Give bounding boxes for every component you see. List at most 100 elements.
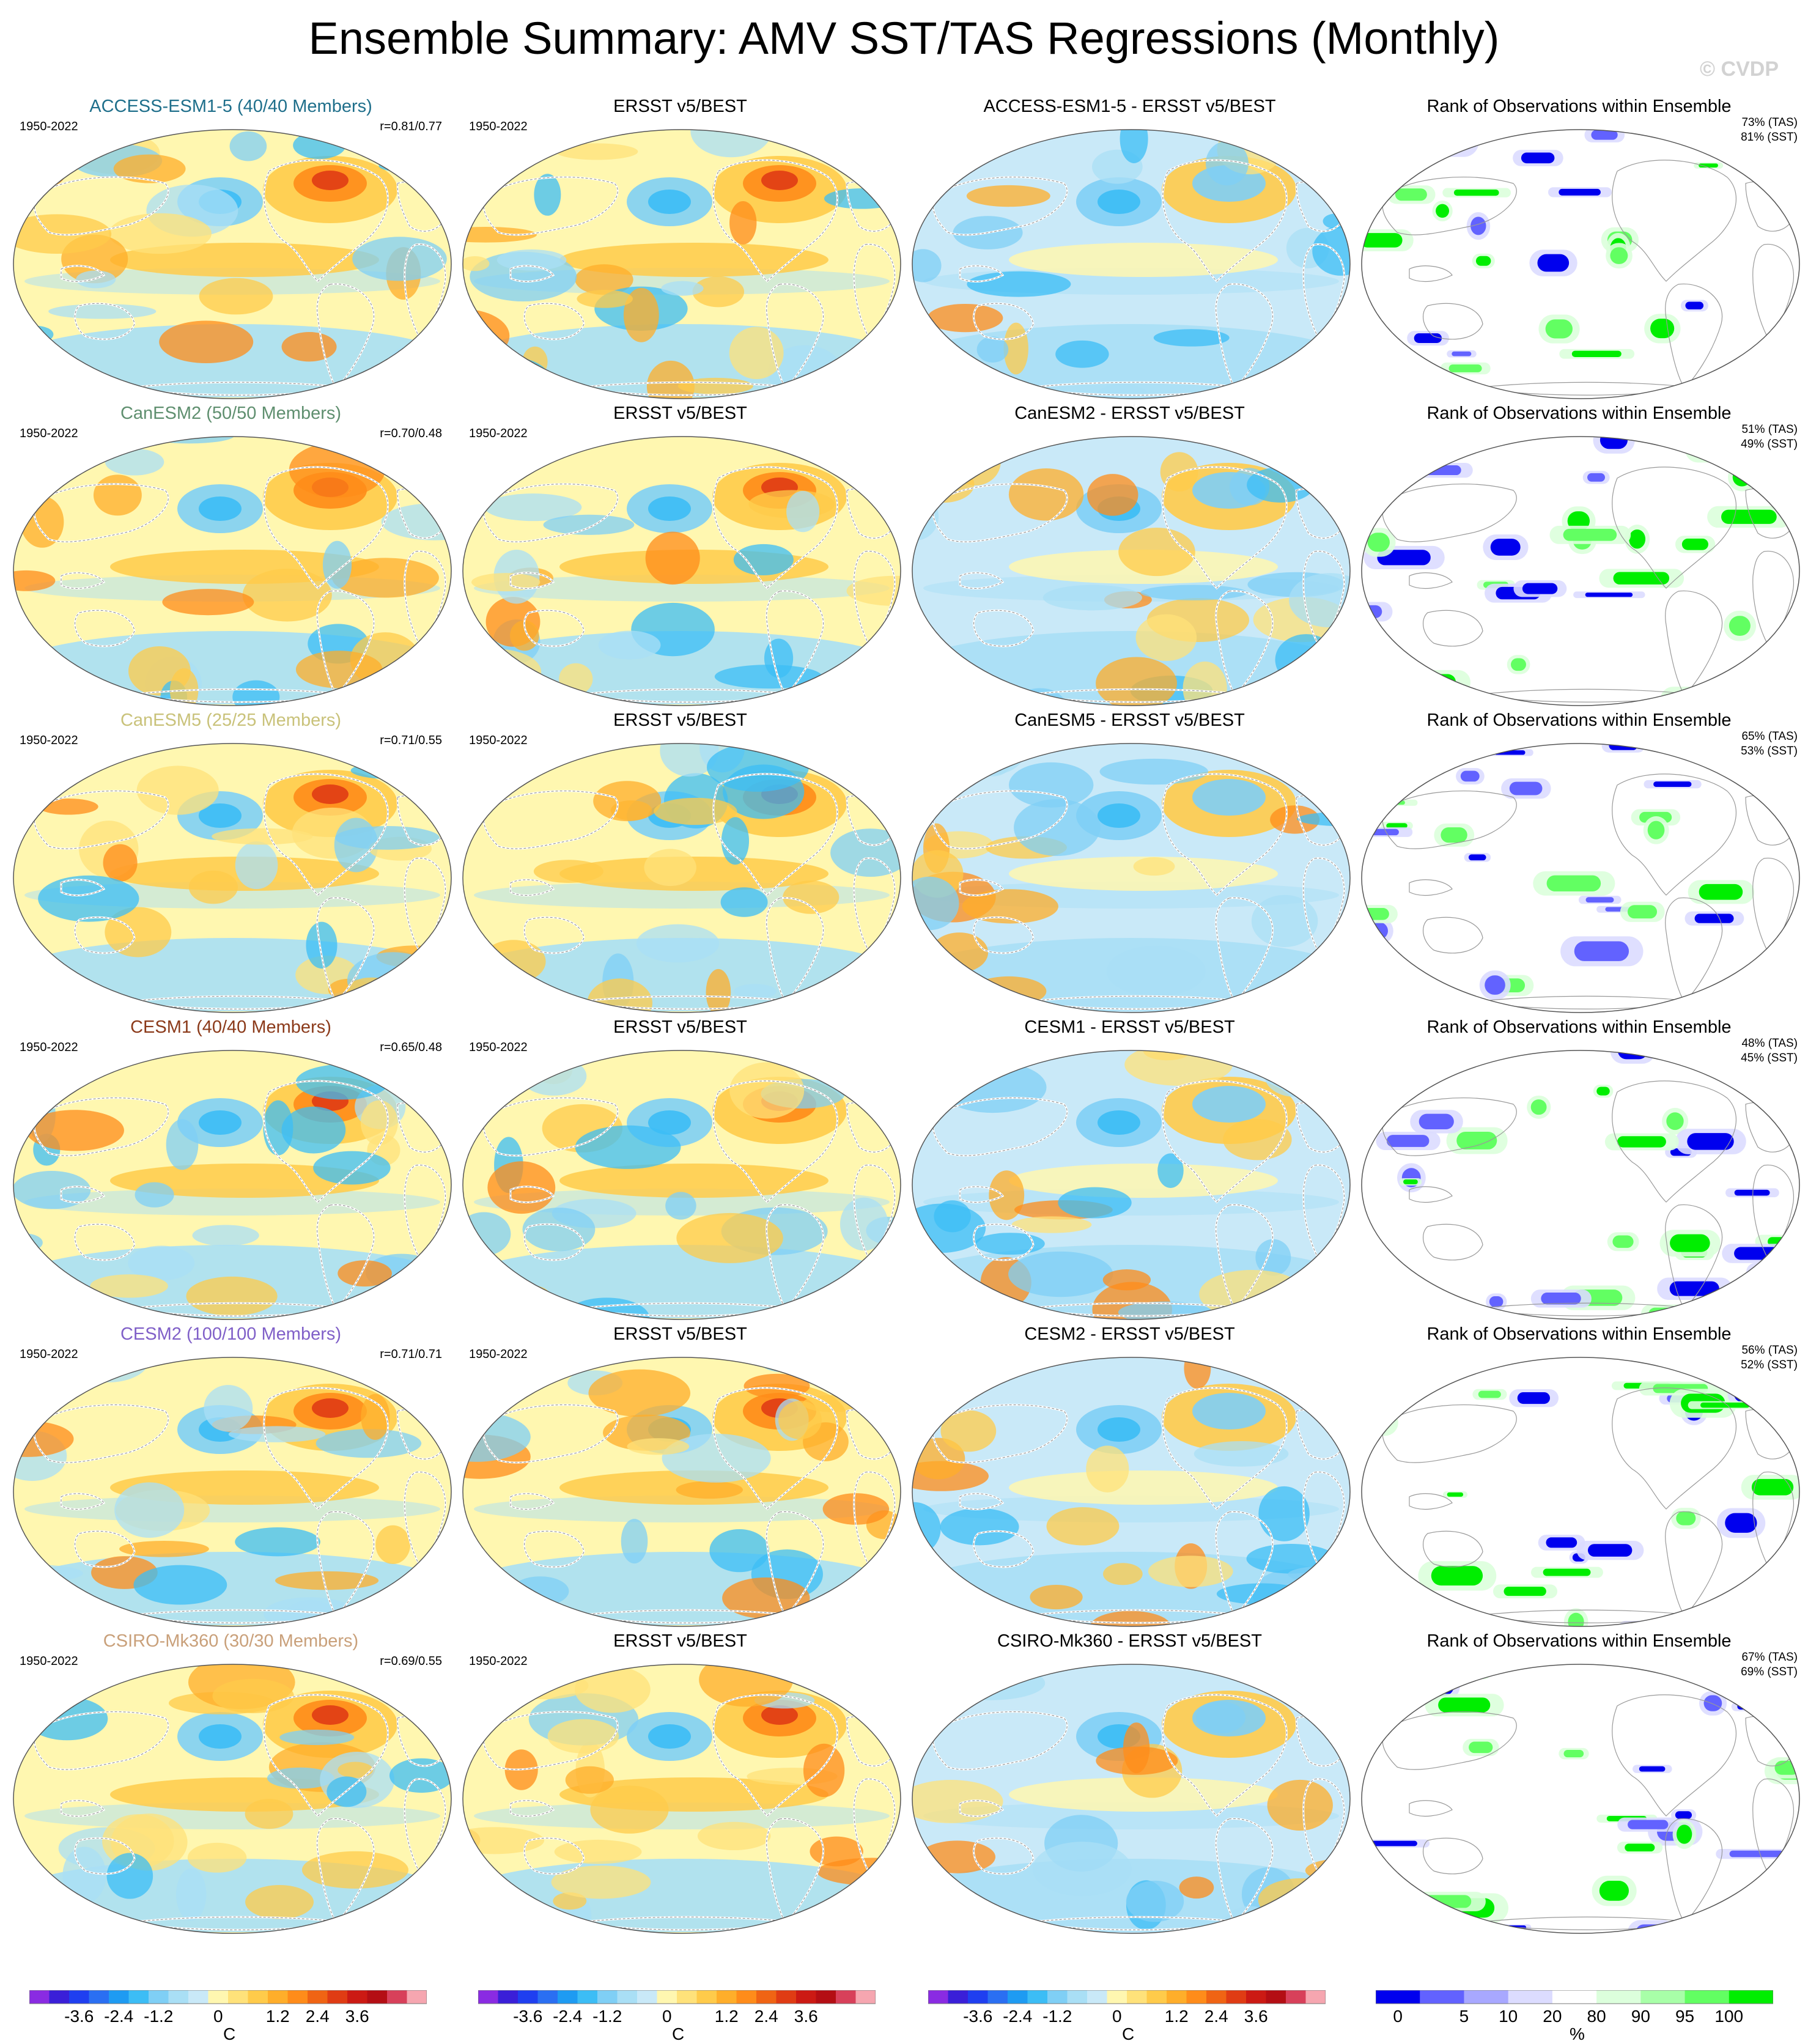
colorbar-swatch [558,1990,578,2004]
colorbar-swatch [1552,1990,1597,2004]
panel-r5-c3: CESM2 - ERSST v5/BEST [905,1323,1354,1630]
rank-map [1361,436,1800,706]
colorbar-tick-label: 10 [1499,2007,1518,2026]
colorbar-tick-label: 90 [1631,2007,1650,2026]
pattern-correlation: r=0.71/0.55 [380,734,442,747]
regression-map [462,743,901,1013]
panel-r1-c2: ERSST v5/BEST 1950-2022 [456,95,905,402]
obs-title: ERSST v5/BEST [613,1631,747,1651]
regression-map [13,1357,452,1627]
panel-r1-c4: Rank of Observations within Ensemble 73% … [1354,95,1804,402]
colorbar-swatch [109,1990,129,2004]
colorbar-swatch [1376,1990,1420,2004]
rank-sst-label: 52% (SST) [1741,1359,1798,1371]
watermark: © CVDP [1700,57,1779,81]
colorbar-tick-label: 100 [1714,2007,1743,2026]
colorbar-swatch [1146,1990,1167,2004]
colorbar-swatch [816,1990,836,2004]
rank-tas-label: 67% (TAS) [1741,1651,1798,1664]
obs-title: ERSST v5/BEST [613,1017,747,1037]
model-title: CESM2 (100/100 Members) [120,1324,342,1344]
regression-map [462,129,901,399]
colorbar-tick-label: -2.4 [553,2007,582,2026]
colorbar-tick-label: 3.6 [1244,2007,1268,2026]
rank-title: Rank of Observations within Ensemble [1426,710,1732,730]
period-label: 1950-2022 [20,1041,78,1054]
pattern-correlation: r=0.71/0.71 [380,1348,442,1361]
colorbar-swatch [1008,1990,1028,2004]
colorbar-tick-label: 1.2 [1165,2007,1189,2026]
colorbar-swatch [1167,1990,1187,2004]
colorbar-swatch [1186,1990,1207,2004]
colorbar-swatch [1305,1990,1326,2004]
colorbar-swatch [1027,1990,1048,2004]
colorbar-swatch [128,1990,149,2004]
rank-sst-label: 69% (SST) [1741,1666,1798,1678]
difference-map [912,743,1351,1013]
colorbar-model: -3.6 -2.4 -1.2 0 1.2 2.4 3.6 C [29,1990,427,2043]
colorbar-swatch [1087,1990,1107,2004]
colorbar-tick-label: 95 [1675,2007,1694,2026]
colorbar-swatch [228,1990,248,2004]
colorbar-swatch [1246,1990,1266,2004]
colorbar-swatch [717,1990,737,2004]
panel-r4-c2: ERSST v5/BEST 1950-2022 [456,1016,905,1323]
rank-title: Rank of Observations within Ensemble [1426,1324,1732,1344]
colorbar-swatch [1226,1990,1247,2004]
rank-tas-label: 56% (TAS) [1741,1344,1798,1357]
model-title: CanESM5 (25/25 Members) [120,710,342,730]
colorbar-swatch [696,1990,717,2004]
colorbar-swatch [948,1990,969,2004]
colorbar-tick-label: 0 [213,2007,223,2026]
model-title: ACCESS-ESM1-5 (40/40 Members) [89,97,372,116]
obs-title: ERSST v5/BEST [613,404,747,423]
colorbar-swatch [268,1990,288,2004]
period-label: 1950-2022 [20,120,78,133]
period-label: 1950-2022 [469,427,528,440]
colorbar-swatch [657,1990,677,2004]
colorbar-svg: -3.6 -2.4 -1.2 0 1.2 2.4 3.6 [478,1990,876,2026]
colorbar-swatch [69,1990,89,2004]
colorbar-swatch [407,1990,427,2004]
colorbar-swatch [1684,1990,1730,2004]
colorbar-swatch [597,1990,618,2004]
panel-r2-c4: Rank of Observations within Ensemble 51% … [1354,402,1804,709]
period-label: 1950-2022 [469,1655,528,1668]
model-title: CSIRO-Mk360 (30/30 Members) [103,1631,359,1651]
model-title: CanESM2 (50/50 Members) [120,404,342,423]
rank-sst-label: 53% (SST) [1741,745,1798,758]
difference-map [912,436,1351,706]
colorbar-swatch [168,1990,189,2004]
panel-r5-c4: Rank of Observations within Ensemble 56% … [1354,1323,1804,1630]
colorbar-tick-label: 0 [1393,2007,1403,2026]
colorbar-swatch [1508,1990,1553,2004]
pattern-correlation: r=0.65/0.48 [380,1041,442,1054]
rank-tas-label: 65% (TAS) [1741,730,1798,743]
colorbar-swatch [928,1990,948,2004]
period-label: 1950-2022 [469,120,528,133]
period-label: 1950-2022 [20,427,78,440]
colorbar-diff: -3.6 -2.4 -1.2 0 1.2 2.4 3.6 C [928,1990,1326,2043]
diff-title: CESM2 - ERSST v5/BEST [1024,1324,1235,1344]
rank-sst-label: 49% (SST) [1741,438,1798,451]
colorbar-swatch [756,1990,777,2004]
period-label: 1950-2022 [469,1041,528,1054]
diff-title: CanESM2 - ERSST v5/BEST [1014,404,1245,423]
colorbar-swatch [1596,1990,1641,2004]
panel-r3-c3: CanESM5 - ERSST v5/BEST [905,709,1354,1016]
colorbar-swatch [1107,1990,1127,2004]
colorbar-swatch [968,1990,988,2004]
pattern-correlation: r=0.70/0.48 [380,427,442,440]
rank-tas-label: 48% (TAS) [1741,1037,1798,1050]
panel-r4-c4: Rank of Observations within Ensemble 48% … [1354,1016,1804,1323]
colorbar-swatch [736,1990,757,2004]
colorbar-svg: -3.6 -2.4 -1.2 0 1.2 2.4 3.6 [29,1990,427,2026]
model-title: CESM1 (40/40 Members) [130,1017,331,1037]
colorbar-swatch [677,1990,697,2004]
colorbar-rank: 0 5 10 20 80 90 95 100% [1375,1990,1774,2043]
colorbar-svg: -3.6 -2.4 -1.2 0 1.2 2.4 3.6 [928,1990,1326,2026]
rank-map [1361,1050,1800,1320]
difference-map [912,1050,1351,1320]
colorbar-tick-label: 20 [1543,2007,1562,2026]
panel-r3-c1: CanESM5 (25/25 Members) 1950-2022 r=0.71/0… [6,709,456,1016]
